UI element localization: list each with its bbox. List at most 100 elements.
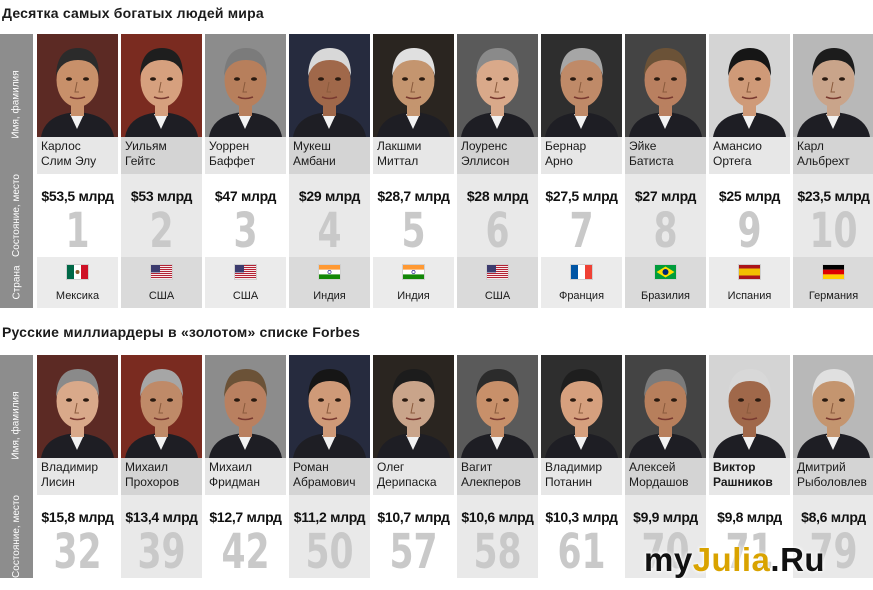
person-worth: $29 млрд 4 [289, 174, 370, 258]
net-worth: $53 млрд [130, 188, 193, 204]
person-country: Мексика [37, 257, 118, 308]
last-name: Альбрехт [797, 154, 850, 168]
side-label-worth-label: Состояние, место [11, 495, 23, 578]
person-country: США [205, 257, 286, 308]
person-worth: $10,7 млрд 57 [373, 495, 454, 579]
net-worth: $13,4 млрд [125, 509, 198, 525]
first-name: Карл [797, 139, 824, 153]
section1-title: Десятка самых богатых людей мира [2, 5, 264, 21]
country-name: США [484, 290, 511, 302]
first-name: Эйке [629, 139, 657, 153]
person-column: Алексей Мордашов $9,9 млрд 70 [625, 355, 706, 580]
person-column: Уильям Гейтс $53 млрд 2 США [121, 34, 202, 308]
person-column: Вагит Алекперов $10,6 млрд 58 [457, 355, 538, 580]
person-photo [37, 34, 118, 137]
last-name: Слим Элу [41, 154, 97, 168]
rank-number: 8 [653, 203, 678, 259]
person-photo [373, 355, 454, 458]
person-column: Роман Абрамович $11,2 млрд 50 [289, 355, 370, 579]
country-name: Бразилия [640, 290, 691, 302]
mexico-flag-icon [66, 264, 89, 280]
usa-flag-icon [234, 264, 257, 280]
rank-number: 58 [473, 524, 522, 580]
net-worth: $8,6 млрд [801, 509, 866, 525]
last-name: Прохоров [125, 475, 180, 489]
net-worth: $10,3 млрд [545, 509, 618, 525]
person-photo [793, 34, 873, 137]
person-column: Виктор Рашников $9,8 млрд 71 [709, 355, 790, 579]
person-photo [709, 355, 790, 458]
person-name: Амансио Ортега [709, 137, 790, 174]
person-name: Алексей Мордашов [625, 458, 706, 495]
side-label-country-label: Страна [11, 265, 23, 300]
spain-flag-icon [738, 264, 761, 280]
last-name: Алекперов [461, 475, 521, 489]
net-worth: $9,9 млрд [633, 509, 698, 525]
last-name: Амбани [293, 154, 336, 168]
person-country: США [121, 257, 202, 308]
rank-number: 61 [557, 524, 606, 580]
usa-flag-icon [486, 264, 509, 280]
person-country: Франция [541, 257, 622, 308]
first-name: Лакшми [377, 139, 422, 153]
side-label-country: Страна [0, 257, 33, 308]
person-worth: $25 млрд 9 [709, 174, 790, 258]
person-photo [709, 34, 790, 137]
net-worth: $28 млрд [466, 188, 529, 204]
person-name: Эйке Батиста [625, 137, 706, 174]
india-flag-icon [318, 264, 341, 280]
person-photo [793, 355, 873, 458]
usa-flag-icon [150, 264, 173, 280]
person-name: Лоуренс Эллисон [457, 137, 538, 174]
net-worth: $11,2 млрд [293, 509, 366, 525]
net-worth: $25 млрд [718, 188, 781, 204]
net-worth: $47 млрд [214, 188, 277, 204]
person-name: Владимир Лисин [37, 458, 118, 495]
person-worth: $53 млрд 2 [121, 174, 202, 258]
person-worth: $9,8 млрд 71 [709, 495, 790, 579]
last-name: Потанин [545, 475, 593, 489]
person-column: Олег Дерипаска $10,7 млрд 57 [373, 355, 454, 579]
net-worth: $10,7 млрд [377, 509, 450, 525]
person-photo [205, 355, 286, 458]
last-name: Эллисон [461, 154, 510, 168]
person-column: Мукеш Амбани $29 млрд 4 Индия [289, 34, 370, 308]
person-column: Амансио Ортега $25 млрд 9 Испания [709, 34, 790, 308]
side-label-name: Имя, фамилия [0, 34, 33, 174]
side-label-name-label: Имя, фамилия [11, 390, 22, 460]
person-name: Дмитрий Рыболовлев [793, 458, 873, 495]
person-worth: $8,6 млрд 79 [793, 495, 873, 580]
first-name: Уоррен [209, 139, 250, 153]
first-name: Владимир [41, 460, 99, 474]
person-worth: $27,5 млрд 7 [541, 174, 622, 258]
first-name: Владимир [545, 460, 603, 474]
rank-number: 79 [809, 524, 858, 580]
side-label-name-label: Имя, фамилия [11, 69, 22, 139]
person-worth: $12,7 млрд 42 [205, 495, 286, 580]
net-worth: $12,7 млрд [209, 509, 282, 525]
person-worth: $28 млрд 6 [457, 174, 538, 258]
person-worth: $47 млрд 3 [205, 174, 286, 259]
first-name: Бернар [545, 139, 587, 153]
person-worth: $15,8 млрд 32 [37, 495, 118, 579]
person-photo [457, 355, 538, 458]
side-label-worth: Состояние, место [0, 174, 33, 257]
person-worth: $53,5 млрд 1 [37, 174, 118, 259]
person-name: Михаил Прохоров [121, 458, 202, 495]
last-name: Батиста [629, 154, 674, 168]
last-name: Абрамович [293, 475, 356, 489]
rank-number: 3 [233, 203, 258, 259]
person-country: США [457, 257, 538, 308]
rank-number: 39 [137, 524, 186, 580]
last-name: Рашников [713, 475, 773, 489]
person-worth: $10,6 млрд 58 [457, 495, 538, 580]
rank-number: 1 [65, 203, 90, 259]
rank-number: 42 [221, 524, 270, 580]
rank-number: 70 [641, 524, 690, 580]
person-name: Михаил Фридман [205, 458, 286, 495]
side-label-worth: Состояние, место [0, 495, 33, 578]
person-photo [289, 34, 370, 137]
net-worth: $23,5 млрд [797, 188, 870, 204]
person-name: Олег Дерипаска [373, 458, 454, 495]
section2-title: Русские миллиардеры в «золотом» списке F… [2, 324, 361, 340]
